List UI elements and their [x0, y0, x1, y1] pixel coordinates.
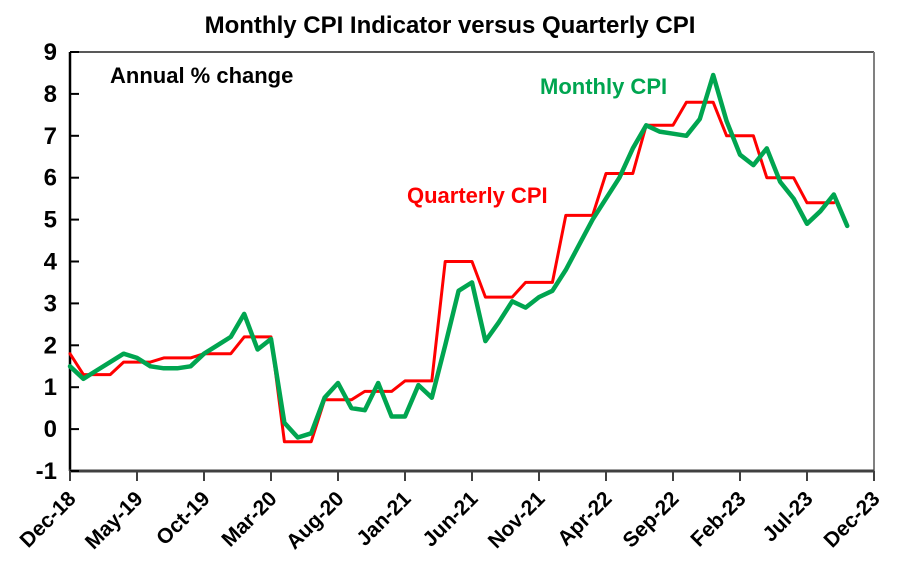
y-tick-label: 1	[44, 374, 57, 401]
chart-title: Monthly CPI Indicator versus Quarterly C…	[205, 12, 696, 39]
y-tick-label: 6	[44, 165, 57, 192]
y-tick-label: 4	[44, 249, 58, 276]
units-annotation: Annual % change	[110, 63, 293, 88]
y-axis-ticks: 9 8 7 6 5 4 3 2 1 0 -1	[36, 39, 79, 485]
y-tick-label: -1	[36, 458, 57, 485]
monthly-cpi-line	[67, 72, 850, 440]
y-tick-label: 3	[44, 290, 57, 317]
y-tick-label: 7	[44, 123, 57, 150]
y-tick-label: 2	[44, 332, 57, 359]
monthly-cpi-series-label: Monthly CPI	[540, 74, 667, 99]
y-tick-label: 0	[44, 416, 57, 443]
y-tick-label: 5	[44, 207, 57, 234]
y-tick-label: 9	[44, 39, 57, 66]
series-lines	[67, 72, 850, 444]
y-tick-label: 8	[44, 81, 57, 108]
quarterly-cpi-series-label: Quarterly CPI	[407, 183, 548, 208]
